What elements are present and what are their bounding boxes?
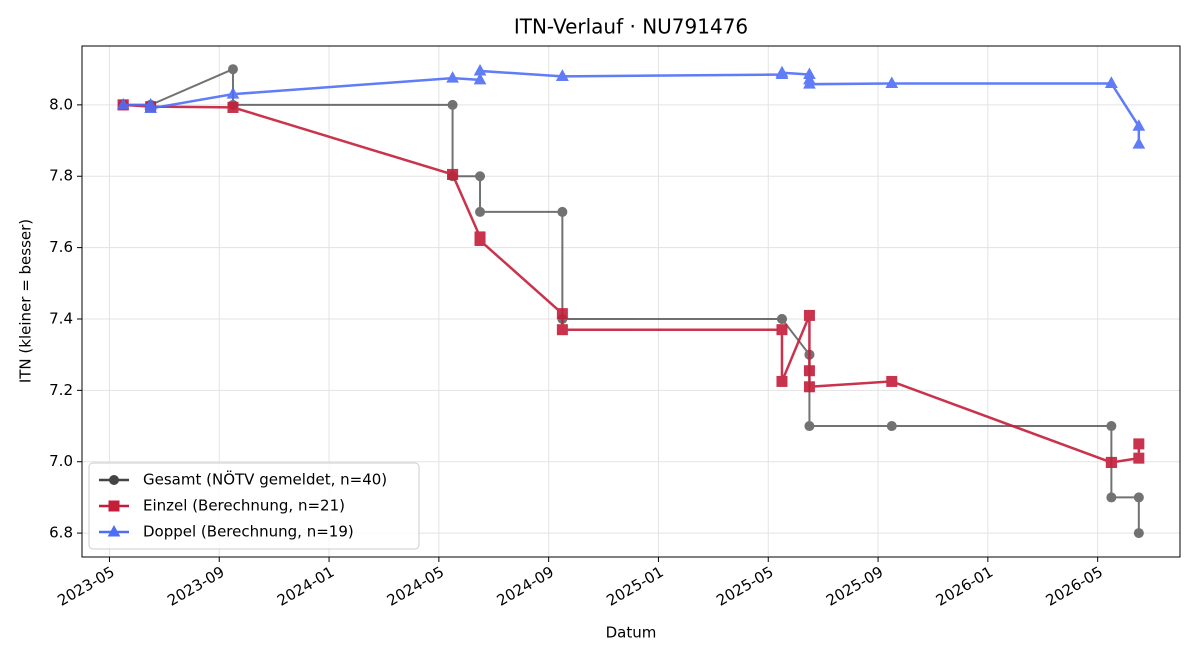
- x-tick-label: 2025-01: [603, 563, 666, 610]
- point: [473, 72, 487, 85]
- point: [144, 101, 157, 113]
- point: [556, 324, 568, 336]
- point: [803, 309, 815, 321]
- legend-label: Gesamt (NÖTV gemeldet, n=40): [143, 470, 387, 489]
- point: [886, 375, 898, 387]
- point: [226, 87, 240, 99]
- point: [556, 69, 569, 81]
- point: [1105, 456, 1117, 468]
- point: [1133, 438, 1145, 450]
- point: [803, 365, 815, 377]
- point: [776, 313, 787, 324]
- y-tick-label: 7.8: [49, 167, 73, 185]
- series-line: [123, 69, 1141, 145]
- point: [1106, 421, 1117, 432]
- point: [886, 421, 897, 432]
- y-tick-label: 7.4: [49, 309, 73, 327]
- x-tick-label: 2023-09: [164, 563, 227, 610]
- point: [885, 76, 899, 88]
- x-tick-label: 2024-05: [384, 563, 447, 610]
- point: [804, 421, 815, 432]
- point: [803, 77, 816, 89]
- legend-label: Einzel (Berechnung, n=21): [143, 497, 345, 515]
- point: [1132, 137, 1146, 149]
- chart-title: ITN-Verlauf · NU791476: [514, 15, 748, 39]
- y-tick-label: 7.6: [49, 238, 73, 256]
- point: [108, 500, 120, 512]
- x-tick-label: 2025-09: [823, 563, 886, 610]
- point: [107, 524, 121, 537]
- point: [1132, 119, 1146, 131]
- point: [1133, 528, 1144, 539]
- series: [117, 99, 1145, 468]
- x-tick-label: 2026-01: [933, 563, 996, 610]
- x-tick-label: 2025-05: [713, 563, 776, 610]
- point: [475, 206, 486, 217]
- point: [1133, 452, 1145, 464]
- point: [474, 234, 486, 246]
- y-tick-label: 7.0: [49, 452, 73, 470]
- legend-box: [88, 462, 420, 550]
- point: [447, 168, 459, 180]
- point: [227, 64, 238, 75]
- x-tick-label: 2024-01: [274, 563, 337, 610]
- point: [227, 101, 239, 113]
- point: [1105, 76, 1118, 88]
- point: [475, 171, 486, 182]
- point: [776, 324, 788, 336]
- series-line: [123, 67, 1140, 534]
- y-tick-label: 7.2: [49, 381, 73, 399]
- x-tick-label: 2023-05: [54, 563, 117, 610]
- point: [1133, 492, 1144, 503]
- point: [775, 65, 789, 78]
- point: [556, 308, 568, 320]
- plot-frame: [81, 45, 1181, 558]
- point: [447, 99, 458, 110]
- point: [557, 206, 568, 217]
- legend-label: Doppel (Berechnung, n=19): [143, 523, 354, 541]
- series-line: [123, 103, 1141, 464]
- point: [109, 475, 119, 485]
- point: [803, 381, 815, 393]
- x-tick-label: 2024-09: [494, 563, 557, 610]
- point: [446, 71, 459, 83]
- point: [116, 97, 130, 110]
- series: [116, 63, 1146, 149]
- point: [473, 63, 487, 76]
- point: [776, 375, 788, 387]
- x-axis-label: Datum: [606, 624, 657, 642]
- y-axis-label: ITN (kleiner = besser): [17, 219, 35, 383]
- point: [1106, 492, 1117, 503]
- y-tick-label: 6.8: [49, 524, 73, 542]
- y-tick-label: 8.0: [49, 95, 73, 113]
- x-tick-label: 2026-05: [1043, 563, 1106, 610]
